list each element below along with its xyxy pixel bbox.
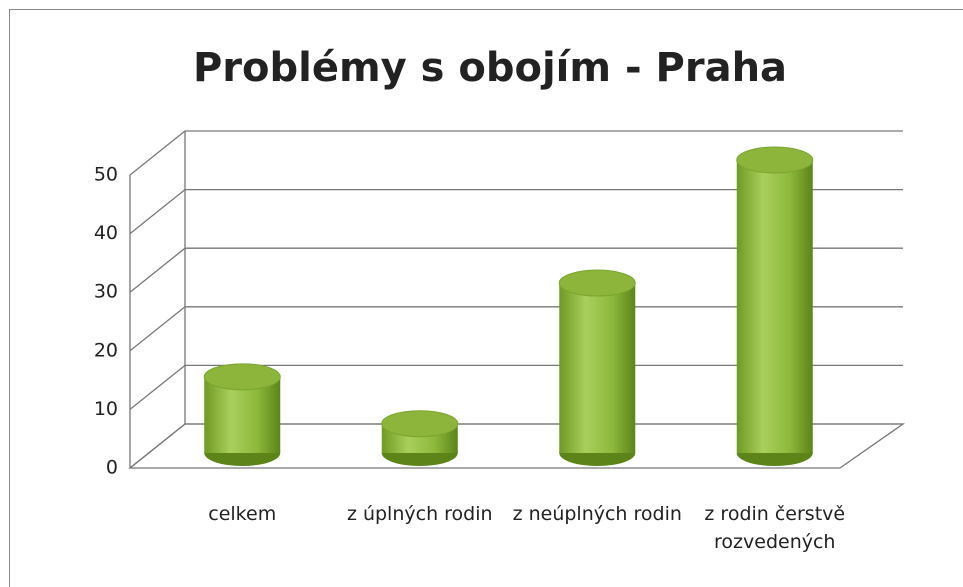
x-tick-label: celkem [208, 503, 277, 525]
y-tick-label: 0 [106, 457, 118, 479]
grid-line [129, 130, 903, 176]
x-tick-label: z úplných rodin [346, 503, 493, 525]
bar-top [203, 363, 281, 391]
y-tick-label: 10 [94, 398, 118, 420]
grid-line [129, 247, 903, 293]
grid-line [129, 364, 903, 410]
y-tick-label: 50 [94, 164, 118, 186]
y-tick-label: 30 [94, 281, 118, 303]
grid-line [129, 423, 903, 469]
chart-title: Problémy s obojím - Praha [193, 45, 787, 91]
x-tick-label: z rodin čerstvě rozvedených [704, 503, 846, 553]
grid-line [129, 188, 903, 235]
y-tick-label: 40 [94, 222, 118, 244]
y-tick-label: 20 [94, 339, 118, 361]
bar-top [558, 269, 636, 297]
bar [559, 283, 636, 453]
chart-border [9, 9, 963, 587]
bar [736, 160, 813, 453]
bar-top [381, 410, 459, 438]
x-tick-label: z neúplných rodin [512, 503, 682, 525]
bar-top [736, 146, 814, 174]
grid-line [129, 306, 903, 352]
